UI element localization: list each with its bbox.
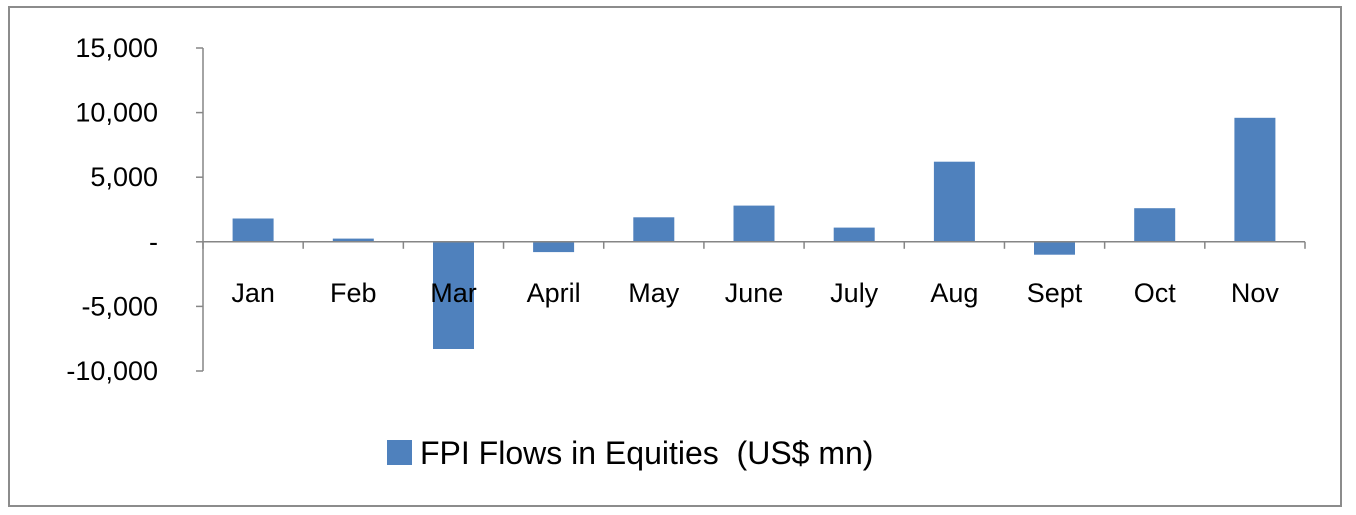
bar-july bbox=[833, 227, 875, 242]
bar-nov bbox=[1234, 117, 1276, 242]
y-tick-label: 5,000 bbox=[90, 162, 158, 192]
bar-june bbox=[733, 205, 775, 242]
bar-aug bbox=[933, 161, 975, 242]
chart-frame bbox=[8, 6, 1342, 507]
labels-layer: 15,000 10,000 5,000 - -5,000 -10,000 Jan Feb Mar… bbox=[66, 33, 1279, 386]
y-tick-label: 10,000 bbox=[75, 98, 158, 128]
x-tick-label: Nov bbox=[1231, 278, 1280, 308]
y-tick-label: 15,000 bbox=[75, 33, 158, 63]
bar-jan bbox=[232, 218, 274, 242]
x-tick-label: Aug bbox=[930, 278, 978, 308]
x-tick-label: April bbox=[527, 278, 581, 308]
bar-oct bbox=[1134, 208, 1176, 242]
bar-sept bbox=[1034, 241, 1075, 255]
axis-layer bbox=[196, 47, 1306, 372]
bars-layer bbox=[232, 117, 1276, 349]
bar-mar bbox=[433, 241, 474, 349]
y-tick-label: - bbox=[149, 227, 158, 257]
bar-feb bbox=[332, 238, 374, 242]
bar-may bbox=[633, 217, 675, 242]
x-tick-label: Feb bbox=[330, 278, 377, 308]
x-tick-label: May bbox=[628, 278, 680, 308]
legend-swatch bbox=[387, 440, 412, 465]
x-tick-label: Sept bbox=[1027, 278, 1083, 308]
x-tick-label: Jan bbox=[231, 278, 275, 308]
x-tick-label: June bbox=[725, 278, 784, 308]
legend-label: FPI Flows in Equities (US$ mn) bbox=[420, 435, 873, 471]
x-tick-label: Oct bbox=[1134, 278, 1177, 308]
x-tick-label: Mar bbox=[430, 278, 477, 308]
x-tick-label: July bbox=[830, 278, 879, 308]
legend: FPI Flows in Equities (US$ mn) bbox=[387, 435, 873, 471]
y-tick-label: -10,000 bbox=[66, 356, 158, 386]
bar-april bbox=[533, 241, 575, 253]
y-tick-label: -5,000 bbox=[81, 291, 158, 321]
